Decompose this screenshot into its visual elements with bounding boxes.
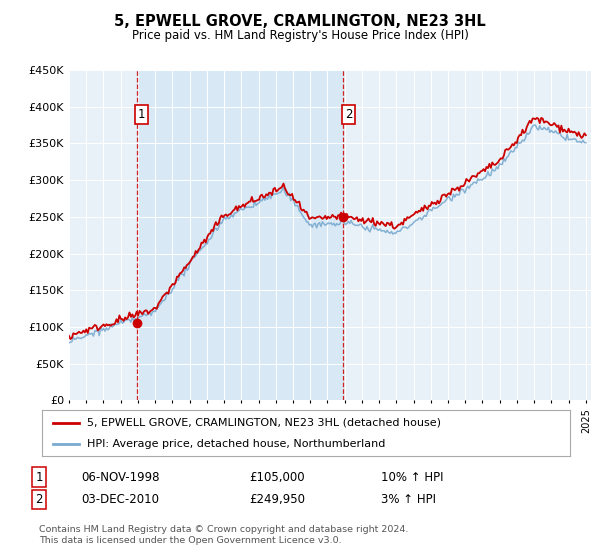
Text: 2: 2 — [344, 108, 352, 120]
Bar — [137, 70, 343, 400]
Text: 03-DEC-2010: 03-DEC-2010 — [81, 493, 159, 506]
Text: £105,000: £105,000 — [249, 470, 305, 484]
Text: 5, EPWELL GROVE, CRAMLINGTON, NE23 3HL: 5, EPWELL GROVE, CRAMLINGTON, NE23 3HL — [114, 14, 486, 29]
Text: 1: 1 — [35, 470, 43, 484]
Text: Price paid vs. HM Land Registry's House Price Index (HPI): Price paid vs. HM Land Registry's House … — [131, 29, 469, 42]
Text: 3% ↑ HPI: 3% ↑ HPI — [381, 493, 436, 506]
Text: 06-NOV-1998: 06-NOV-1998 — [81, 470, 160, 484]
Text: 1: 1 — [138, 108, 145, 120]
Text: 2: 2 — [35, 493, 43, 506]
Text: £249,950: £249,950 — [249, 493, 305, 506]
Text: 5, EPWELL GROVE, CRAMLINGTON, NE23 3HL (detached house): 5, EPWELL GROVE, CRAMLINGTON, NE23 3HL (… — [87, 418, 441, 428]
Text: Contains HM Land Registry data © Crown copyright and database right 2024.
This d: Contains HM Land Registry data © Crown c… — [39, 525, 409, 545]
Text: HPI: Average price, detached house, Northumberland: HPI: Average price, detached house, Nort… — [87, 439, 385, 449]
Text: 10% ↑ HPI: 10% ↑ HPI — [381, 470, 443, 484]
